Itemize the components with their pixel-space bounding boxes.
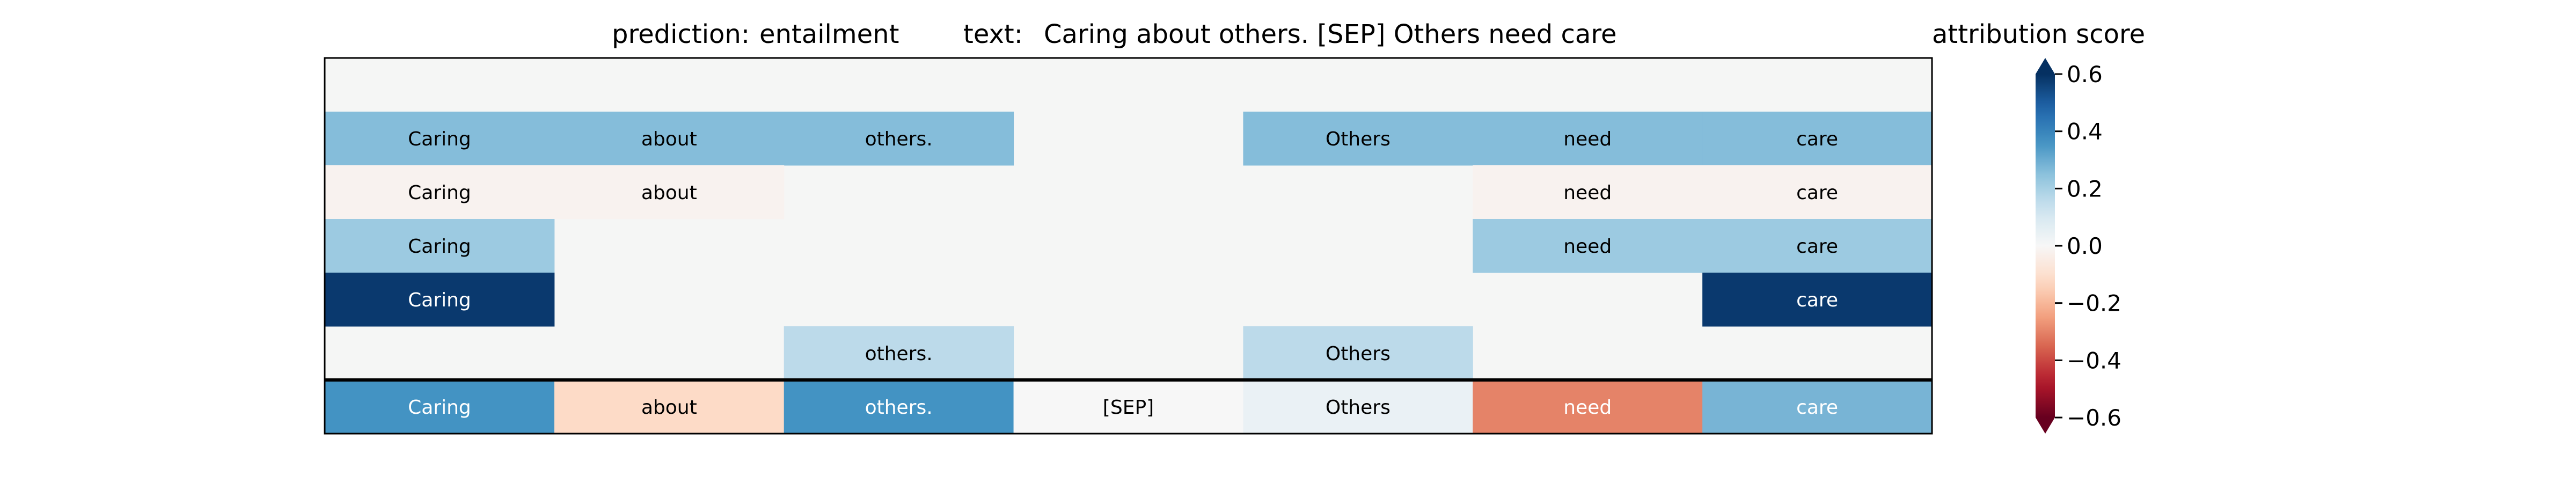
text-label: text: (963, 19, 1023, 49)
heatmap-cell (1243, 326, 1473, 380)
prediction-value: entailment (759, 19, 899, 49)
cell-token-label: others. (865, 128, 933, 150)
heatmap-cell (325, 165, 555, 219)
colorbar: 0.6 0.4 0.2 0.0 −0.2 −0.4 −0.6 (2036, 58, 2121, 434)
heatmap-cell (1473, 219, 1703, 273)
summary-cell (1013, 380, 1243, 434)
heatmap-cell (1702, 273, 1933, 327)
summary-cell (1243, 380, 1473, 434)
attribution-heatmap: Caring about others. Others need care Caring ab… (324, 57, 1933, 435)
heatmap-cell (1243, 112, 1473, 166)
summary-cell (784, 380, 1014, 434)
cell-token-label: others. (865, 343, 933, 365)
colorbar-title: attribution score (1932, 19, 2145, 49)
colorbar-min-extend (2036, 418, 2055, 434)
colorbar-tick-label: −0.2 (2067, 290, 2121, 317)
colorbar-gradient (2036, 74, 2055, 418)
cell-token-label: need (1563, 236, 1612, 258)
heatmap-cell (1702, 112, 1933, 166)
summary-token-label: about (641, 397, 697, 419)
summary-token-label: [SEP] (1103, 397, 1154, 419)
colorbar-tick-label: −0.4 (2067, 347, 2121, 374)
heatmap-cell (325, 112, 555, 166)
text-value: Caring about others. [SEP] Others need c… (1044, 19, 1617, 49)
cell-token-label: care (1796, 182, 1838, 204)
summary-token-label: Others (1326, 397, 1391, 419)
summary-token-label: others. (865, 397, 933, 419)
colorbar-tick-label: 0.4 (2067, 119, 2103, 145)
summary-cell (325, 380, 555, 434)
cell-token-label: need (1563, 128, 1612, 150)
cell-token-label: Caring (408, 236, 471, 258)
heatmap-cell (1702, 165, 1933, 219)
colorbar-tick-label: 0.2 (2067, 175, 2103, 202)
summary-cell (554, 380, 785, 434)
summary-token-label: care (1796, 397, 1838, 419)
cell-token-label: care (1796, 289, 1838, 311)
cell-token-label: care (1796, 236, 1838, 258)
cell-token-label: need (1563, 182, 1612, 204)
heatmap-cell (784, 326, 1014, 380)
colorbar-tick-label: −0.6 (2067, 405, 2121, 431)
colorbar-tick-label: 0.6 (2067, 61, 2103, 87)
cell-token-label: care (1796, 128, 1838, 150)
summary-cell (1702, 380, 1933, 434)
heatmap-border (324, 57, 1933, 435)
heatmap-cell (1473, 165, 1703, 219)
prediction-label: prediction: (612, 19, 750, 49)
heatmap-cell (325, 219, 555, 273)
heatmap-cell (1473, 112, 1703, 166)
cell-token-label: about (641, 182, 697, 204)
cell-token-label: Caring (408, 182, 471, 204)
cell-token-label: Others (1326, 128, 1391, 150)
summary-cell (1473, 380, 1703, 434)
heatmap-cell (554, 165, 785, 219)
summary-token-label: need (1563, 397, 1612, 419)
colorbar-tick-label: 0.0 (2067, 233, 2103, 259)
heatmap-cell (554, 112, 785, 166)
cell-token-label: about (641, 128, 697, 150)
cell-token-label: Caring (408, 289, 471, 311)
cell-token-label: Others (1326, 343, 1391, 365)
heatmap-cell (325, 273, 555, 327)
heatmap-cell (1702, 219, 1933, 273)
cell-token-label: Caring (408, 128, 471, 150)
heatmap-cell (784, 112, 1014, 166)
summary-token-label: Caring (408, 397, 471, 419)
colorbar-max-extend (2036, 58, 2055, 74)
